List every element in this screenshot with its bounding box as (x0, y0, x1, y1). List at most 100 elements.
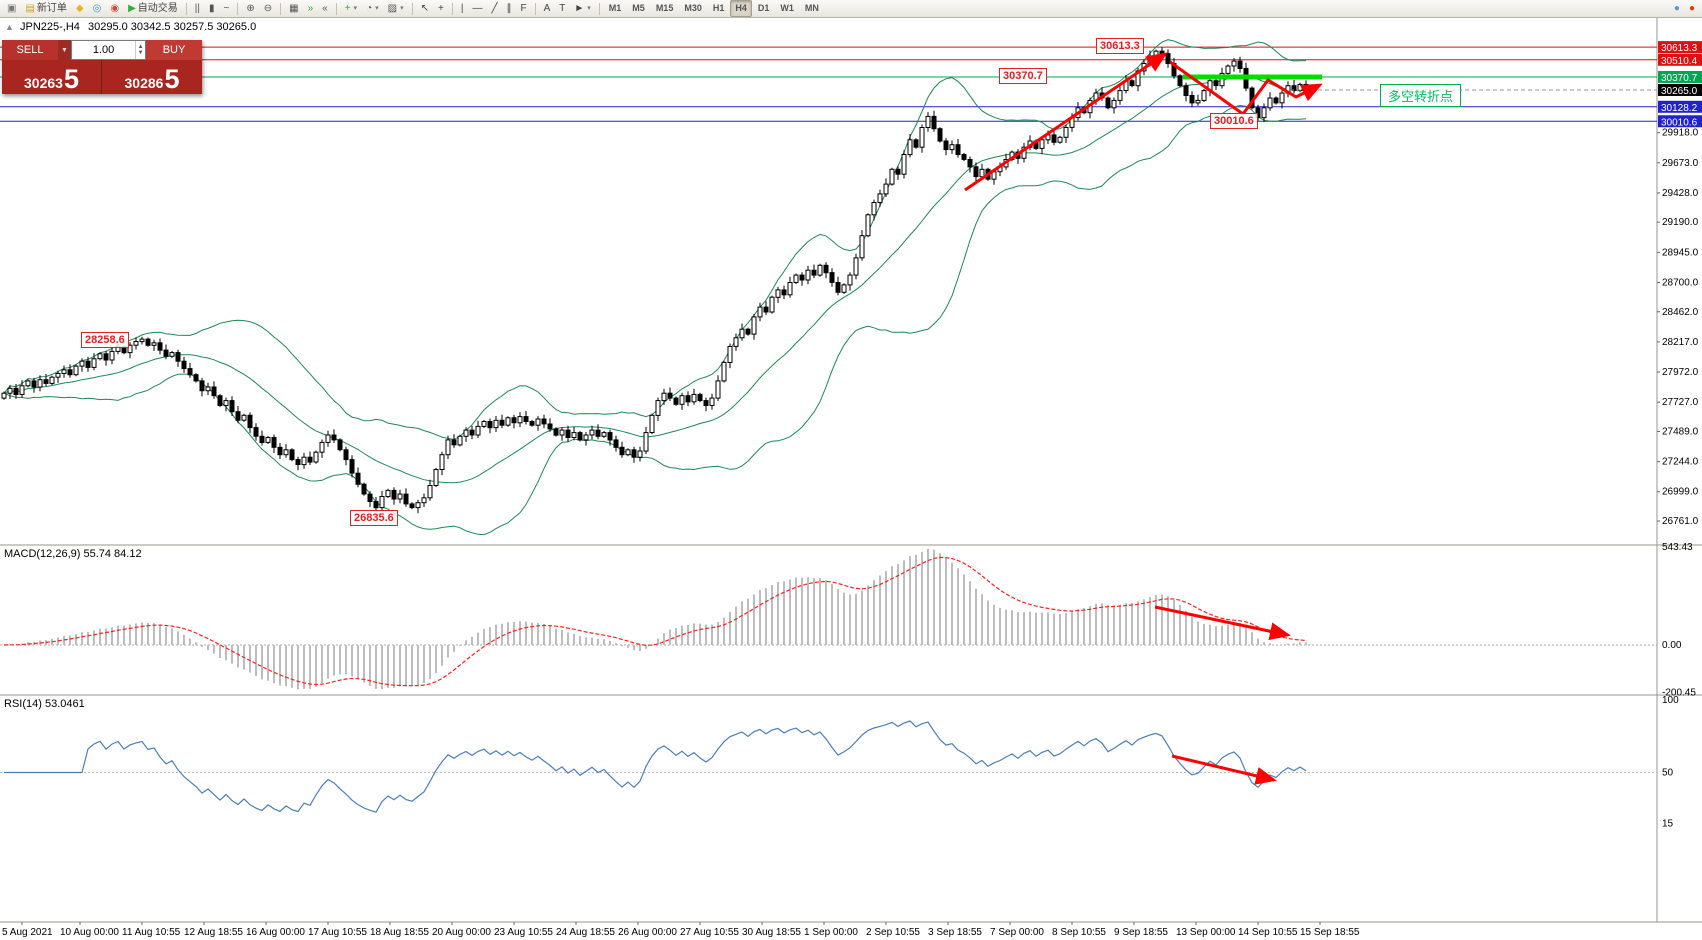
price-annotation-26835.6[interactable]: 26835.6 (350, 510, 398, 526)
price-axis: 29918.0 29673.0 29428.0 29190.0 28945.0 28700… (1657, 41, 1702, 829)
time-axis: 5 Aug 2021 10 Aug 00:00 11 Aug 10:55 12 Aug… (2, 922, 1360, 938)
price-annotation-30010.6[interactable]: 30010.6 (1210, 113, 1258, 129)
bar-chart-icon[interactable]: || (191, 0, 204, 17)
bb-lower (3, 104, 1307, 536)
price-tick-label: 28217.0 (1662, 337, 1699, 348)
time-axis-label: 26 Aug 00:00 (618, 927, 677, 938)
new-order-button-label: 新订单 (36, 3, 67, 14)
text-icon[interactable]: A (540, 0, 555, 17)
timeframe-m30[interactable]: M30 (684, 3, 702, 13)
rsi-trend-arrow[interactable] (1171, 754, 1277, 785)
toolbar-separator (335, 2, 337, 15)
buy-button[interactable]: BUY (146, 40, 202, 60)
timeframe-m15[interactable]: M15 (655, 3, 674, 13)
price-tick-label: 29673.0 (1662, 158, 1699, 169)
macd-label: MACD(12,26,9) 55.74 84.12 (4, 548, 142, 560)
cn-annotation[interactable]: 多空转折点 (1380, 84, 1462, 107)
market-icon[interactable]: ◉ (106, 0, 123, 17)
arrows-icon[interactable]: ► ▾ (570, 0, 594, 17)
price-annotation-30370.7[interactable]: 30370.7 (999, 68, 1047, 84)
timeframe-h1[interactable]: H1 (712, 3, 725, 13)
time-axis-label: 1 Sep 00:00 (804, 927, 858, 938)
line-chart-icon[interactable]: ~ (220, 0, 234, 17)
text-icon-glyph: A (543, 3, 551, 14)
bb-upper (3, 39, 1307, 441)
search-icon[interactable]: ● (1670, 0, 1684, 17)
indicators-icon[interactable]: + ▾ (341, 0, 361, 17)
new-order-button-glyph: ▤ (25, 3, 35, 14)
text-label-icon[interactable]: T (555, 0, 569, 17)
lot-dropdown-icon[interactable]: ▼ (58, 40, 71, 60)
crosshair-icon[interactable]: + (434, 0, 448, 17)
zoom-out-icon[interactable]: ⊖ (260, 0, 276, 17)
trend-arrow-1[interactable] (964, 52, 1168, 192)
autotrade-button[interactable]: ▶ 自动交易 (124, 0, 182, 17)
candlestick-series[interactable] (1, 47, 1309, 514)
lot-down-icon[interactable]: ▼ (137, 50, 144, 56)
autotrade-button-glyph: ▶ (128, 3, 136, 14)
candlestick-chart-icon[interactable]: ▮ (205, 0, 219, 17)
channel-icon[interactable]: ∥ (502, 0, 515, 17)
timeframe-w1[interactable]: W1 (780, 3, 794, 13)
periods-icon-glyph: ◔ (366, 3, 373, 14)
toolbar-separator (451, 2, 453, 15)
mql5-icon[interactable]: ◆ (72, 0, 88, 17)
time-axis-label: 23 Aug 10:55 (494, 927, 553, 938)
search-icon-glyph: ● (1673, 3, 1680, 14)
bar-chart-icon-glyph: || (194, 3, 200, 14)
buy-price[interactable]: 30286 5 (102, 60, 202, 94)
chart-symbol-icon: ▲ (5, 22, 14, 32)
time-axis-label: 17 Aug 10:55 (308, 927, 367, 938)
price-tick-label: 26761.0 (1662, 516, 1699, 527)
price-annotation-28258.6[interactable]: 28258.6 (81, 332, 129, 348)
price-annotation-30613.3[interactable]: 30613.3 (1096, 38, 1144, 54)
market-icon-glyph: ◉ (110, 3, 120, 14)
arrows-icon-dropdown-icon[interactable]: ▾ (587, 5, 591, 12)
axis-price-label: 30010.6 (1658, 115, 1702, 128)
axis-price-label: 30510.4 (1658, 53, 1702, 67)
symbol-info-bar: ▲ JPN225-,H4 30295.0 30342.5 30257.5 302… (5, 21, 256, 33)
fibonacci-icon-glyph: F (520, 3, 527, 14)
templates-icon[interactable]: ▨ ▾ (384, 0, 408, 17)
chart-window-icon[interactable]: ▣ (3, 0, 20, 17)
rsi-label: RSI(14) 53.0461 (4, 698, 85, 710)
time-axis-label: 11 Aug 10:55 (122, 927, 181, 938)
lot-size-input[interactable] (72, 41, 136, 59)
horizontal-line-icon-glyph: — (472, 3, 483, 14)
indicators-icon-dropdown-icon[interactable]: ▾ (353, 5, 358, 12)
timeframe-m5[interactable]: M5 (632, 3, 645, 13)
horizontal-line-icon[interactable]: — (468, 0, 486, 17)
timeframe-m1[interactable]: M1 (608, 3, 622, 13)
fibonacci-icon[interactable]: F (516, 0, 530, 17)
sell-button[interactable]: SELL (2, 40, 58, 60)
timeframe-d1[interactable]: D1 (757, 3, 770, 13)
sell-price[interactable]: 30263 5 (2, 60, 102, 94)
new-order-button[interactable]: ▤ 新订单 (21, 0, 70, 17)
templates-icon-dropdown-icon[interactable]: ▾ (400, 5, 404, 12)
cursor-icon[interactable]: ↖ (417, 0, 433, 17)
trend-arrow-2[interactable] (1169, 60, 1323, 116)
record-icon[interactable]: ● (1685, 0, 1699, 17)
periods-icon-dropdown-icon[interactable]: ▾ (375, 5, 379, 12)
tile-windows-icon[interactable]: ▦ (285, 0, 302, 17)
rsi-axis-label: 100 (1662, 695, 1679, 706)
community-icon[interactable]: ◎ (89, 0, 106, 17)
trendline-icon[interactable]: ╱ (487, 0, 501, 17)
autotrade-button-label: 自动交易 (137, 3, 178, 14)
vertical-line-icon[interactable]: | (457, 0, 468, 17)
zoom-in-icon[interactable]: ⊕ (242, 0, 258, 17)
price-tick-label: 27972.0 (1662, 367, 1699, 378)
price-tick-label: 29918.0 (1662, 128, 1699, 139)
chart-shift-icon[interactable]: « (318, 0, 332, 17)
timeframe-h4[interactable]: H4 (730, 0, 752, 17)
lot-up-icon[interactable]: ▲ (137, 44, 144, 50)
svg-text:30010.6: 30010.6 (1661, 117, 1698, 128)
timeframe-mn[interactable]: MN (804, 3, 819, 13)
auto-scroll-icon[interactable]: » (304, 0, 318, 17)
axis-price-label: 30128.2 (1658, 100, 1702, 114)
macd-trend-arrow[interactable] (1154, 605, 1291, 641)
lot-stepper[interactable]: ▲ ▼ (135, 41, 145, 59)
periods-icon[interactable]: ◔ ▾ (362, 0, 383, 17)
line-chart-icon-glyph: ~ (223, 3, 230, 14)
